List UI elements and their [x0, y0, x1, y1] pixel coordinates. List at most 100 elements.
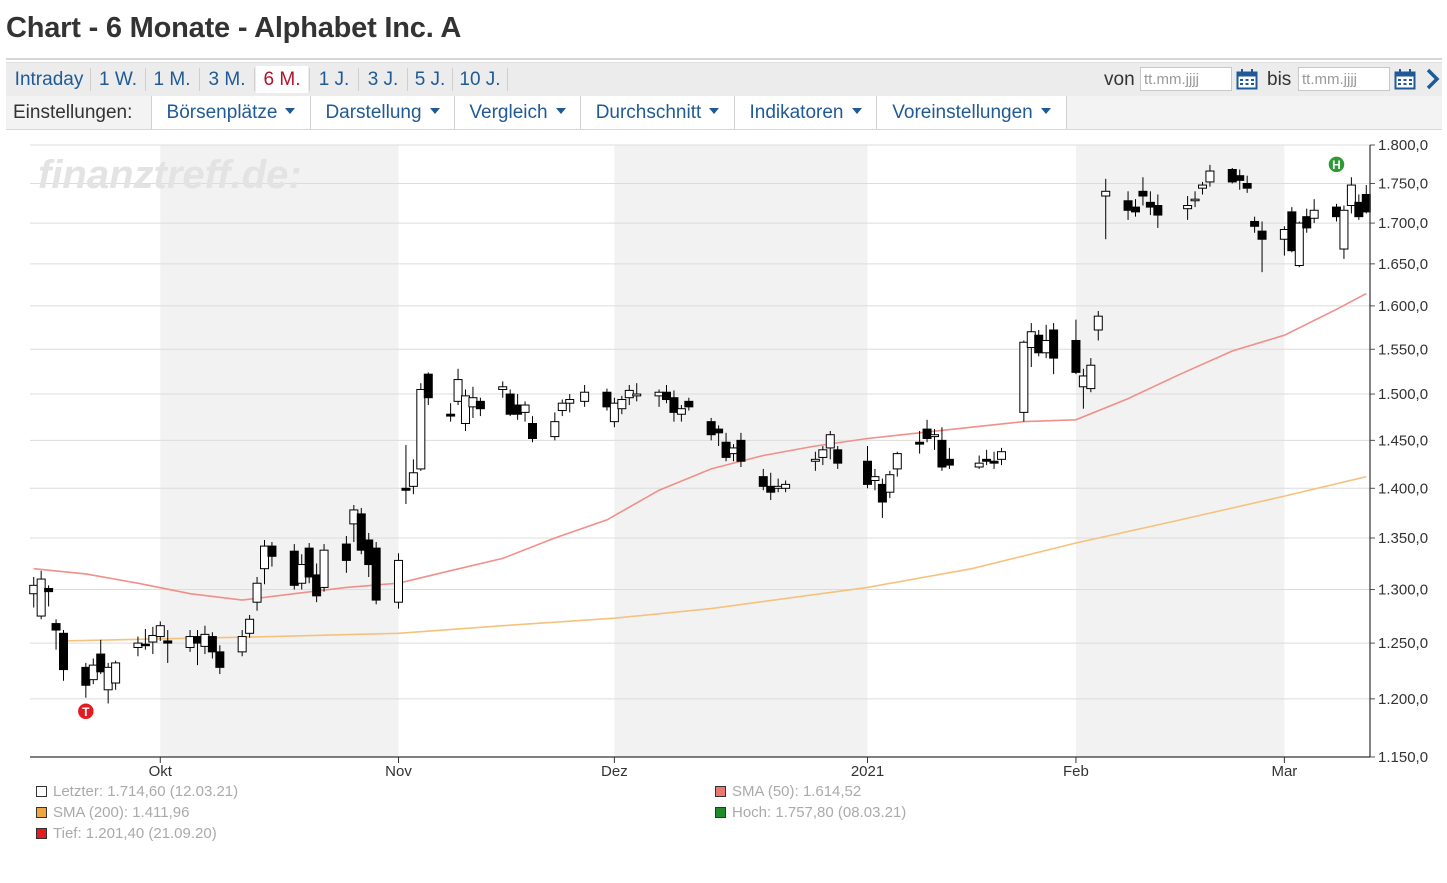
candle-body	[684, 400, 694, 408]
candle-down	[401, 445, 411, 504]
y-tick-label: 1.750,0	[1378, 175, 1428, 192]
x-tick-label: Nov	[385, 763, 412, 780]
x-tick-label: Feb	[1063, 763, 1089, 780]
caret-down-icon	[851, 107, 862, 114]
legend-swatch	[715, 807, 726, 818]
menu-vergleich[interactable]: Vergleich	[454, 96, 581, 129]
candle-body	[550, 421, 560, 438]
candle-body	[505, 393, 515, 415]
menu-durchschnitt[interactable]: Durchschnitt	[580, 96, 735, 129]
chevron-right-icon[interactable]	[1422, 67, 1442, 91]
candle-up	[557, 399, 567, 417]
range-tab-5y[interactable]: 5 J.	[414, 69, 446, 90]
candle-body	[833, 449, 843, 464]
candle-down	[1302, 208, 1312, 233]
candle-down	[833, 446, 843, 469]
candle-up	[1205, 164, 1215, 187]
candle-body	[1257, 230, 1267, 240]
candle-down	[215, 645, 225, 675]
range-tab-intraday[interactable]: Intraday	[14, 69, 84, 90]
range-tab-10y[interactable]: 10 J.	[459, 69, 501, 90]
candle-down	[982, 449, 992, 466]
candle-body	[401, 487, 411, 491]
candle-down	[1034, 330, 1044, 357]
candle-body	[773, 485, 783, 489]
y-tick-label: 1.350,0	[1378, 530, 1428, 547]
candle-body	[341, 543, 351, 561]
menu-label: Indikatoren	[749, 102, 844, 123]
range-tab-3y[interactable]: 3 J.	[367, 69, 399, 90]
candle-body	[103, 666, 113, 691]
candle-down	[304, 543, 314, 584]
to-calendar-icon[interactable]	[1394, 68, 1416, 90]
settings-label: Einstellungen:	[13, 102, 133, 123]
menu-indikatoren[interactable]: Indikatoren	[734, 96, 877, 129]
candle-body	[580, 391, 590, 402]
high-marker: H	[1327, 155, 1346, 174]
candle-body	[260, 545, 269, 570]
range-tab-6m[interactable]: 6 M.	[256, 66, 308, 93]
candle-up	[609, 397, 619, 428]
menu-darstellung[interactable]: Darstellung	[310, 96, 455, 129]
candle-up	[810, 451, 820, 471]
candle-body	[520, 404, 530, 413]
candle-down	[937, 427, 947, 471]
range-toolbar: Intraday 1 W. 1 M. 3 M. 6 M. 1 J. 3 J. 5…	[6, 62, 1442, 96]
candle-up	[1190, 191, 1200, 208]
candle-down	[877, 478, 887, 518]
candle-up	[245, 614, 255, 638]
candle-down	[1361, 185, 1371, 214]
y-tick-label: 1.500,0	[1378, 386, 1428, 403]
candle-body	[88, 664, 98, 681]
candle-body	[29, 584, 39, 595]
range-tab-1y[interactable]: 1 J.	[318, 69, 350, 90]
menu-voreinstellungen[interactable]: Voreinstellungen	[876, 96, 1067, 129]
candle-down	[1242, 175, 1252, 193]
candle-body	[1227, 169, 1237, 183]
candle-up	[974, 455, 984, 469]
candle-body	[729, 447, 738, 455]
candle-body	[1145, 201, 1155, 208]
sma200-line	[63, 475, 1367, 642]
range-tab-1w[interactable]: 1 W.	[98, 69, 137, 90]
range-tab-3m[interactable]: 3 M.	[208, 69, 246, 90]
y-tick-label: 1.650,0	[1378, 256, 1428, 273]
legend-sma50: SMA (50): 1.614,52	[715, 783, 861, 800]
y-tick-label: 1.700,0	[1378, 215, 1428, 232]
candle-body	[721, 441, 731, 458]
range-separator	[90, 68, 91, 91]
from-date-input[interactable]: tt.mm.jjjj	[1140, 67, 1232, 91]
candle-body	[59, 632, 68, 671]
candle-body	[863, 460, 872, 485]
candle-body	[870, 476, 880, 482]
candle-down	[706, 417, 716, 441]
title-divider	[6, 58, 1442, 60]
to-date-input[interactable]: tt.mm.jjjj	[1298, 67, 1390, 91]
from-calendar-icon[interactable]	[1236, 68, 1258, 90]
marker-label: T	[82, 705, 90, 719]
candle-up	[1309, 199, 1319, 224]
candle-body	[371, 547, 381, 601]
candle-down	[356, 507, 366, 555]
candle-down	[163, 630, 173, 663]
candle-up	[892, 451, 902, 477]
candle-body	[200, 633, 210, 647]
legend-sma50-text: SMA (50): 1.614,52	[732, 783, 862, 800]
candle-up	[416, 383, 426, 471]
range-tab-1m[interactable]: 1 M.	[153, 69, 191, 90]
x-tick-label: Okt	[149, 763, 173, 780]
candle-up	[885, 470, 895, 499]
candle-up	[453, 368, 463, 406]
candle-body	[1138, 190, 1148, 197]
x-tick-label: 2021	[851, 763, 884, 780]
range-separator	[254, 68, 255, 91]
range-separator	[507, 68, 508, 91]
legend-sma200: SMA (200): 1.411,96	[36, 804, 189, 821]
settings-toolbar: Einstellungen: Börsenplätze Darstellung …	[6, 96, 1442, 130]
candle-body	[654, 391, 664, 397]
range-separator	[358, 68, 359, 91]
candle-body	[1339, 209, 1349, 250]
menu-boersenplaetze[interactable]: Börsenplätze	[151, 96, 311, 129]
candle-up	[1339, 205, 1349, 259]
candle-body	[304, 547, 314, 578]
